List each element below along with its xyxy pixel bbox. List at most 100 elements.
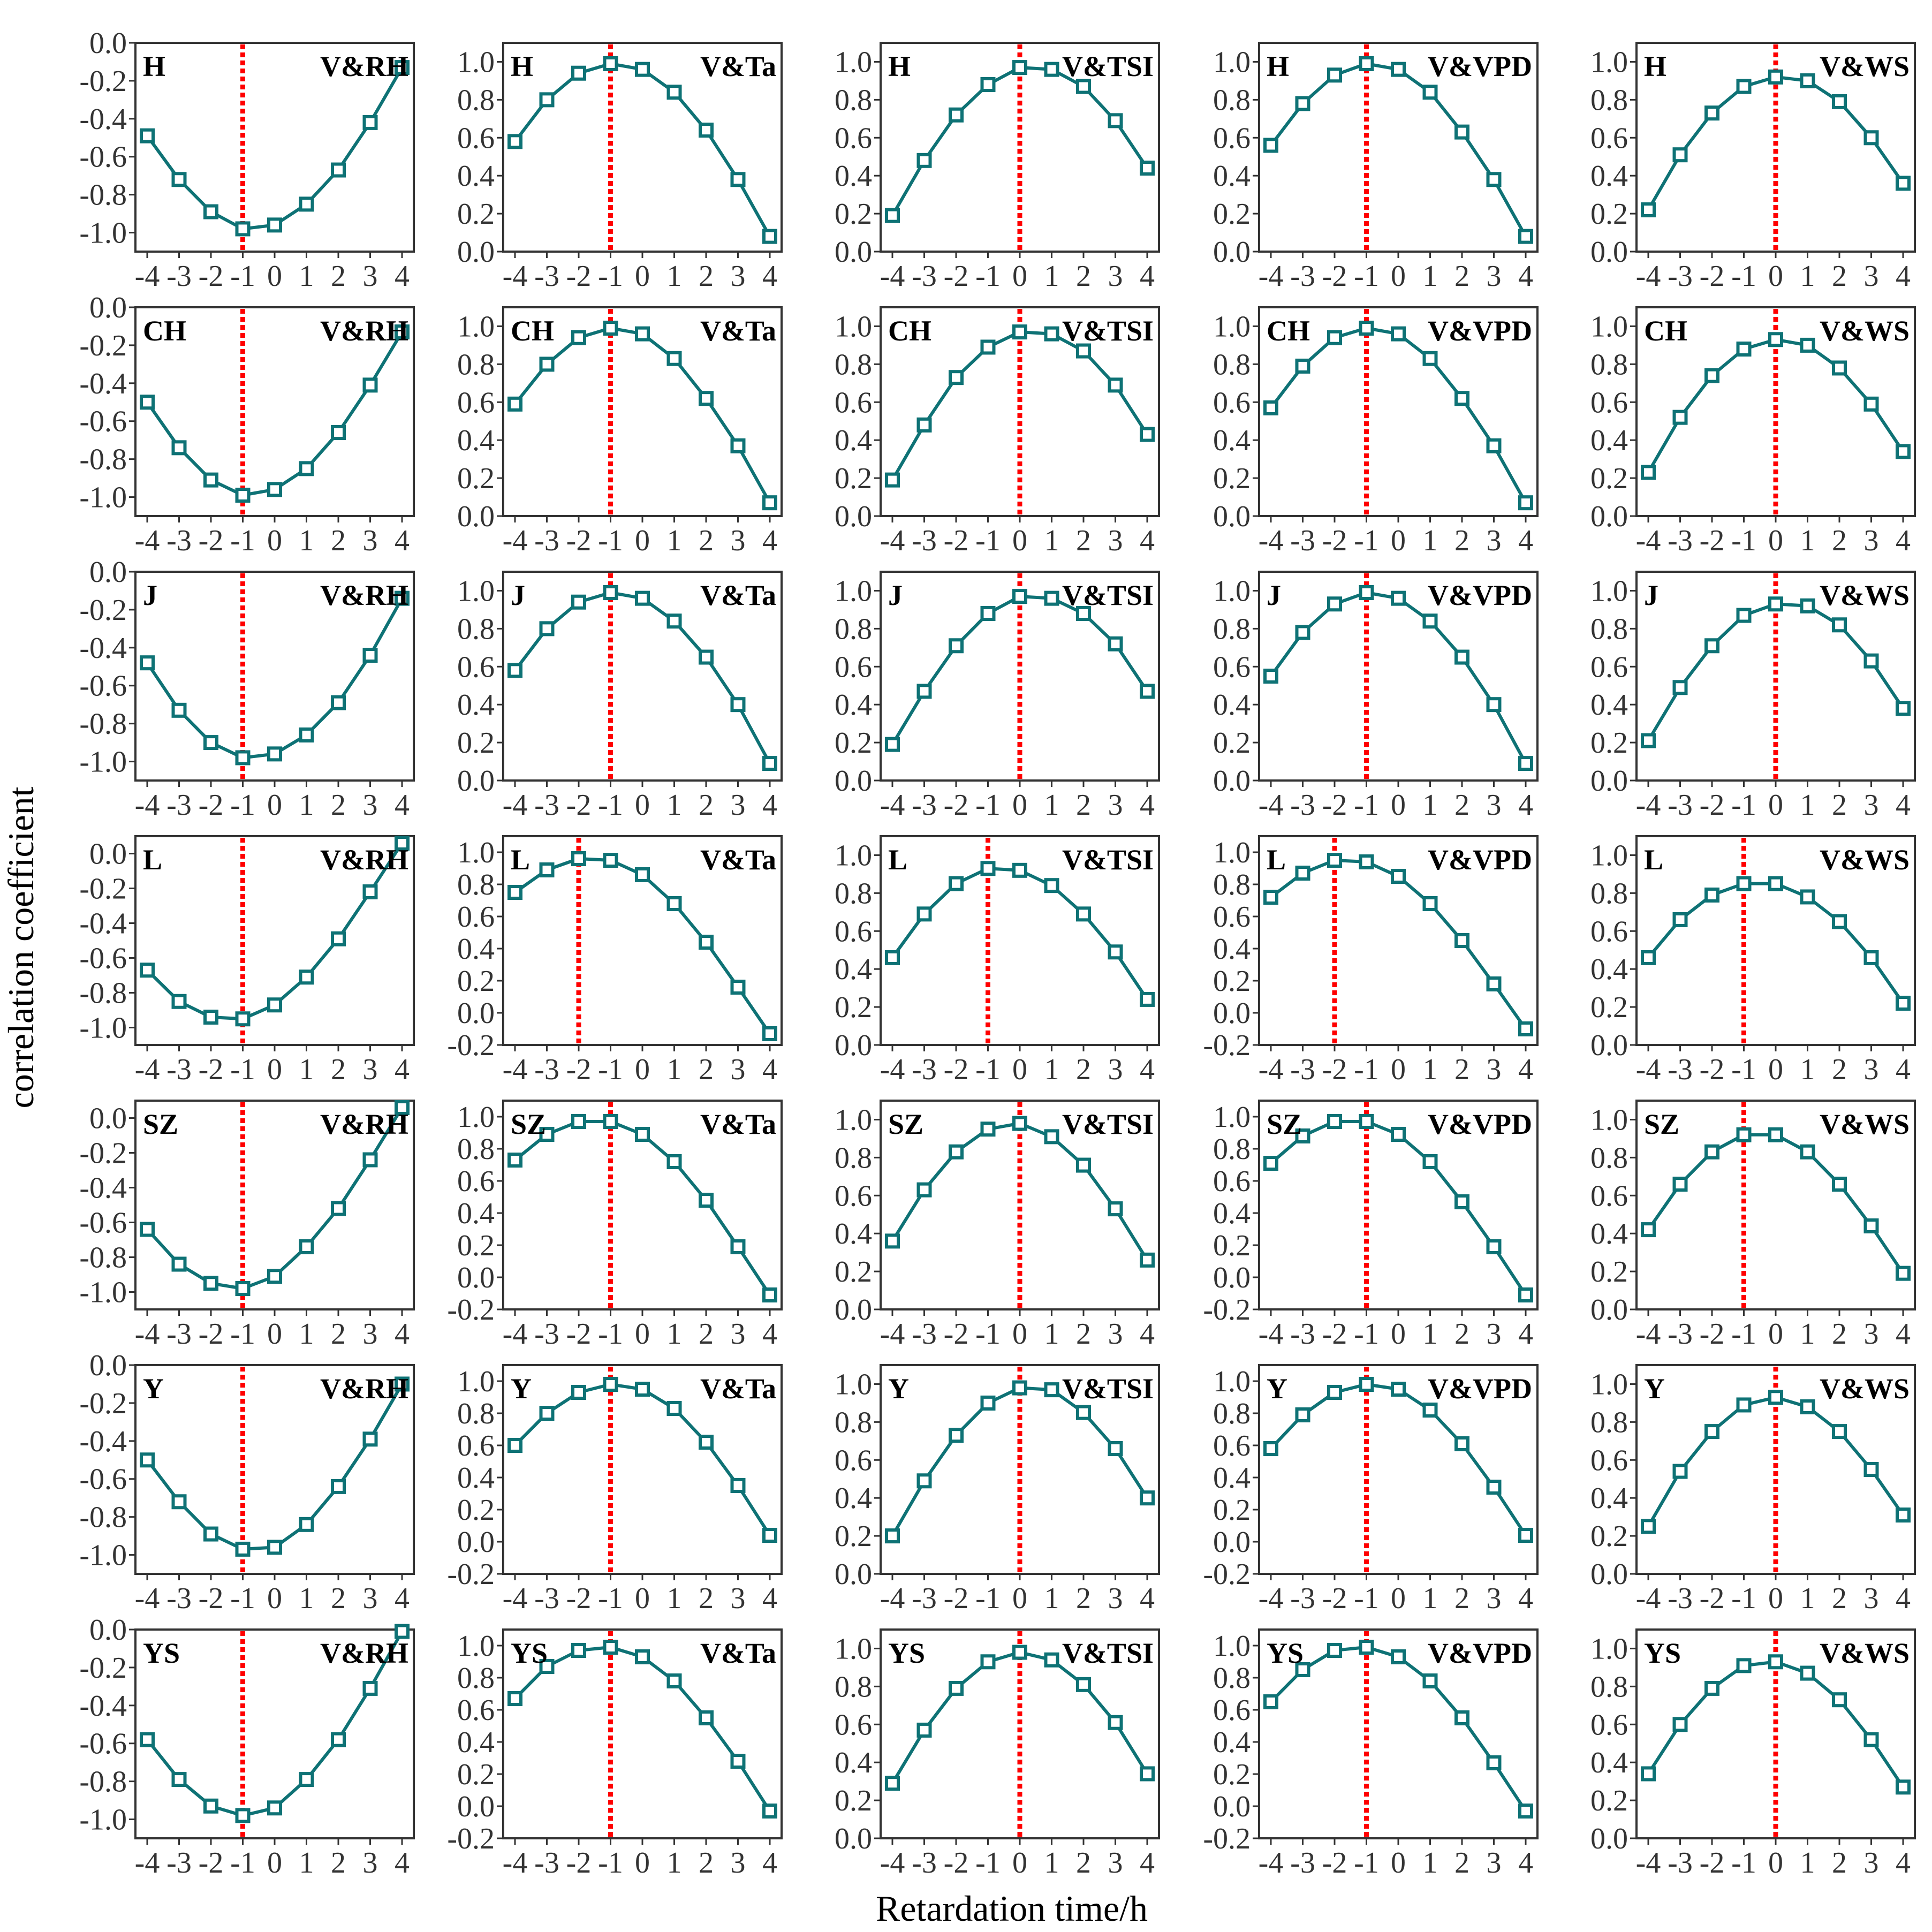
data-point-marker — [1454, 124, 1469, 140]
correlation-series-line — [514, 857, 771, 1035]
y-tick-label: 0.0 — [1590, 236, 1628, 269]
x-tick-label: -2 — [199, 789, 224, 822]
x-tick-label: 3 — [1108, 1582, 1123, 1615]
variable-pair-label: V&VPD — [1428, 579, 1532, 611]
x-tick-label: -4 — [135, 1317, 160, 1351]
y-tick-label: -0.6 — [79, 1463, 127, 1496]
correlation-series-line — [146, 331, 404, 497]
x-tick-label: 3 — [363, 1053, 378, 1086]
chart-panel-l-v-tsi: 1.0 0.8 0.6 0.4 0.2 0.0-4 -3 -2 -1 0 1 2 3 4 L V&TSI — [835, 835, 1160, 1086]
data-point-marker — [395, 590, 410, 606]
data-point-marker — [730, 697, 746, 713]
y-tick-label: 0.8 — [1590, 1141, 1628, 1175]
site-label: CH — [143, 315, 186, 347]
y-tick-label: 0.0 — [457, 1526, 495, 1559]
x-tick-label: 3 — [1487, 260, 1502, 293]
x-tick-label: -2 — [566, 1317, 592, 1351]
data-point-marker — [885, 1233, 900, 1249]
x-tick-label: -4 — [1259, 260, 1284, 293]
data-point-marker — [362, 648, 378, 663]
x-tick-label: 3 — [1864, 1846, 1879, 1880]
x-tick-label: 2 — [1076, 260, 1091, 293]
correlation-series-line — [891, 867, 1149, 1001]
data-point-marker — [1800, 73, 1815, 88]
chart-panel-h-v-ta: 1.0 0.8 0.6 0.4 0.2 0.0-4 -3 -2 -1 0 1 2 3 4 H V&Ta — [457, 42, 783, 293]
x-tick-label: -4 — [1636, 1582, 1661, 1615]
chart-panel-y-v-ws: 1.0 0.8 0.6 0.4 0.2 0.0-4 -3 -2 -1 0 1 2 3 4 Y V&WS — [1590, 1364, 1916, 1615]
data-point-marker — [1012, 1645, 1027, 1660]
x-tick-label: -3 — [1668, 1846, 1693, 1880]
data-point-marker — [1140, 1252, 1155, 1268]
y-tick-label: 0.0 — [457, 1261, 495, 1294]
data-point-marker — [571, 65, 586, 81]
x-tick-label: 0 — [635, 1317, 650, 1351]
x-tick-label: 3 — [1108, 524, 1123, 557]
x-tick-label: 4 — [762, 260, 777, 293]
data-point-marker — [140, 963, 155, 978]
correlation-series-line — [1270, 1120, 1527, 1296]
chart-panel-ys-v-ws: 1.0 0.8 0.6 0.4 0.2 0.0-4 -3 -2 -1 0 1 2 3 4 YS V&WS — [1590, 1628, 1916, 1880]
x-tick-label: 3 — [363, 1582, 378, 1615]
y-tick-label: -0.2 — [79, 1137, 127, 1170]
x-tick-label: 3 — [1864, 1317, 1879, 1351]
x-tick-label: 3 — [1487, 789, 1502, 822]
data-point-marker — [1454, 933, 1469, 948]
x-tick-label: -3 — [1290, 1317, 1315, 1351]
chart-panel-ys-v-rh: 0.0 -0.2 -0.4 -0.6 -0.8 -1.0-4 -3 -2 -1 0 1 2 3 4 YS V&… — [79, 1613, 415, 1880]
y-tick-label: 0.0 — [457, 1790, 495, 1823]
x-tick-label: 2 — [1076, 1317, 1091, 1351]
x-tick-label: 2 — [699, 1582, 714, 1615]
y-tick-label: 0.0 — [457, 500, 495, 533]
x-tick-label: -2 — [1700, 260, 1725, 293]
x-tick-label: 2 — [699, 789, 714, 822]
y-tick-label: 0.0 — [89, 1613, 127, 1647]
x-tick-label: -4 — [1636, 789, 1661, 822]
data-point-marker — [571, 851, 586, 866]
data-point-marker — [699, 1435, 714, 1450]
data-point-marker — [1422, 1154, 1438, 1169]
data-point-marker — [885, 208, 900, 223]
data-point-marker — [267, 482, 282, 497]
x-tick-label: -3 — [1668, 260, 1693, 293]
y-tick-label: 1.0 — [1590, 46, 1628, 79]
x-tick-label: -3 — [534, 1053, 559, 1086]
data-point-marker — [699, 123, 714, 138]
data-point-marker — [203, 1276, 218, 1291]
x-tick-label: -3 — [1290, 1053, 1315, 1086]
data-point-marker — [1263, 1441, 1278, 1456]
x-tick-label: 1 — [299, 1317, 314, 1351]
data-point-marker — [1327, 853, 1342, 868]
x-tick-label: 2 — [1832, 789, 1847, 822]
data-point-marker — [539, 862, 555, 877]
data-point-marker — [1422, 1673, 1438, 1688]
y-tick-label: -1.0 — [79, 217, 127, 250]
chart-panel-ch-v-vpd: 1.0 0.8 0.6 0.4 0.2 0.0-4 -3 -2 -1 0 1 2 3 4 CH V&VPD — [1213, 306, 1539, 557]
y-tick-label: 1.0 — [1213, 46, 1251, 79]
x-tick-label: 4 — [1140, 260, 1155, 293]
x-tick-label: -3 — [166, 1053, 192, 1086]
x-tick-label: -4 — [135, 1053, 160, 1086]
x-tick-label: 3 — [1487, 1582, 1502, 1615]
x-tick-label: -1 — [1731, 1053, 1756, 1086]
x-tick-label: -3 — [1290, 524, 1315, 557]
y-tick-label: 1.0 — [1590, 1632, 1628, 1665]
y-tick-label: 0.8 — [1590, 612, 1628, 646]
data-point-marker — [267, 1800, 282, 1816]
data-point-marker — [1359, 321, 1374, 336]
data-point-marker — [699, 1193, 714, 1208]
data-point-marker — [603, 585, 618, 600]
y-tick-label: 0.0 — [835, 764, 872, 798]
y-tick-label: -0.2 — [447, 1029, 495, 1062]
data-point-marker — [916, 1182, 932, 1198]
y-tick-label: 0.4 — [1590, 1746, 1628, 1779]
y-tick-label: 1.0 — [1213, 310, 1251, 343]
x-tick-label: -2 — [566, 1582, 592, 1615]
data-point-marker — [171, 440, 187, 456]
x-tick-label: 1 — [1423, 260, 1438, 293]
x-tick-label: -4 — [503, 1582, 528, 1615]
x-tick-label: -3 — [166, 1846, 192, 1880]
y-tick-label: 0.4 — [1590, 160, 1628, 193]
x-tick-label: 0 — [1768, 260, 1783, 293]
x-tick-label: -2 — [199, 1846, 224, 1880]
